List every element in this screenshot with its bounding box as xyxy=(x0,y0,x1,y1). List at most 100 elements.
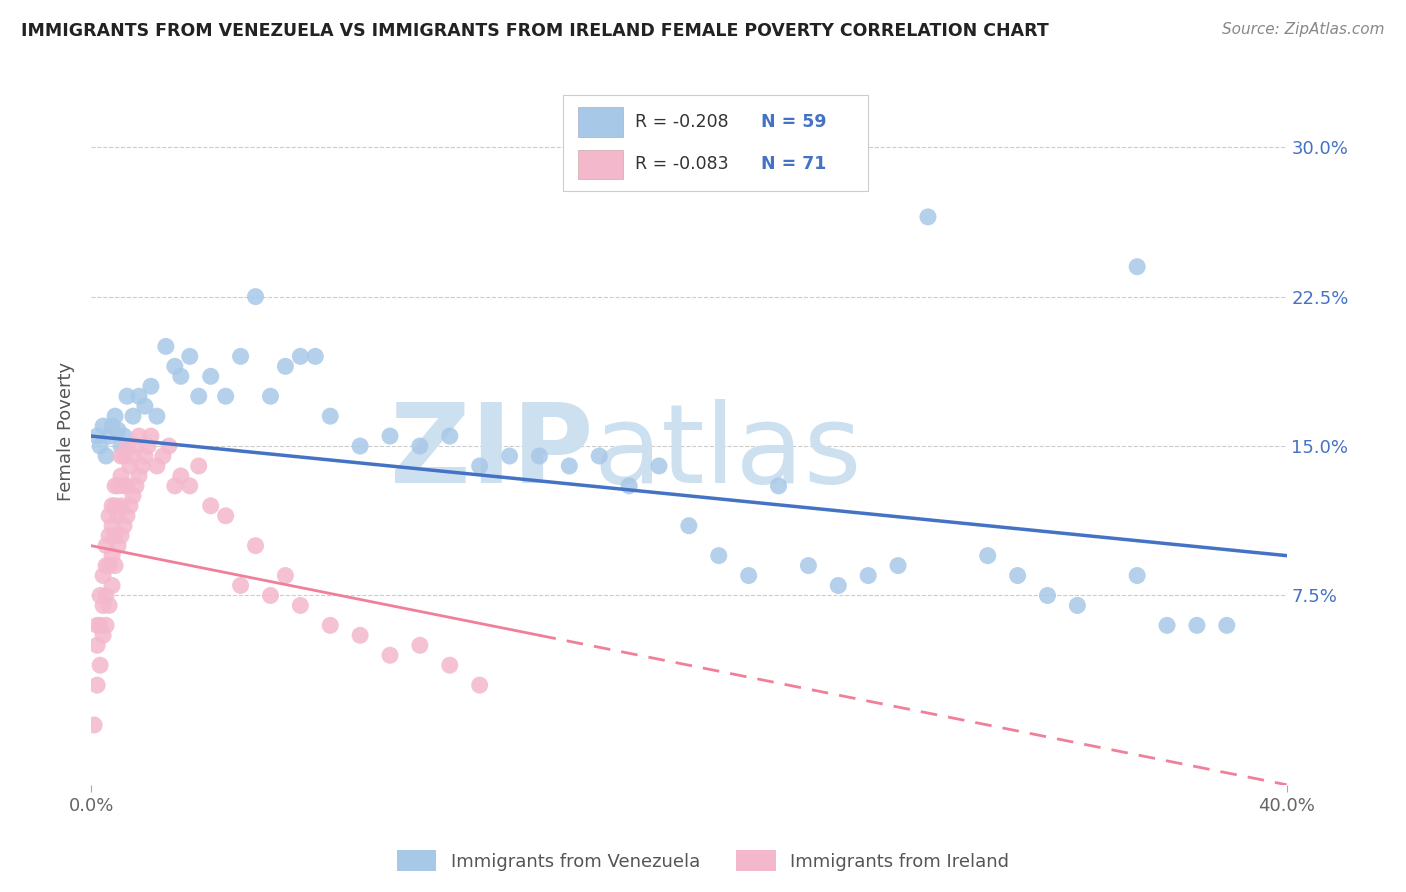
Point xyxy=(101,499,124,513)
Point xyxy=(163,479,186,493)
Point xyxy=(200,369,222,384)
Bar xyxy=(578,107,623,136)
Point xyxy=(122,409,145,424)
Point xyxy=(86,618,108,632)
Text: Source: ZipAtlas.com: Source: ZipAtlas.com xyxy=(1222,22,1385,37)
Point xyxy=(110,449,132,463)
Point xyxy=(319,618,342,632)
Point xyxy=(439,658,461,673)
Point xyxy=(1036,589,1059,603)
Point xyxy=(125,439,148,453)
Point xyxy=(229,350,252,364)
Bar xyxy=(578,150,623,179)
Point xyxy=(101,578,124,592)
Point xyxy=(104,529,127,543)
Point xyxy=(349,628,371,642)
Point xyxy=(91,628,114,642)
Point xyxy=(94,449,117,463)
Point xyxy=(98,429,121,443)
Point xyxy=(134,449,156,463)
Point xyxy=(274,568,297,582)
Point xyxy=(588,449,610,463)
Point xyxy=(274,359,297,374)
Point xyxy=(827,578,849,592)
Point xyxy=(139,379,162,393)
Point xyxy=(1126,568,1149,582)
Point xyxy=(122,489,145,503)
Point xyxy=(170,469,193,483)
Point xyxy=(163,359,186,374)
Point xyxy=(439,429,461,443)
Point xyxy=(89,439,111,453)
Point xyxy=(1216,618,1239,632)
Point xyxy=(94,618,117,632)
Point xyxy=(468,678,491,692)
Text: R = -0.208: R = -0.208 xyxy=(636,113,728,131)
Point xyxy=(110,439,132,453)
Point xyxy=(125,479,148,493)
FancyBboxPatch shape xyxy=(564,95,868,191)
Text: N = 59: N = 59 xyxy=(761,113,827,131)
Point xyxy=(94,558,117,573)
Point xyxy=(1126,260,1149,274)
Point xyxy=(115,508,138,523)
Point xyxy=(91,568,114,582)
Point xyxy=(917,210,939,224)
Point xyxy=(101,518,124,533)
Point xyxy=(179,350,201,364)
Point xyxy=(110,529,132,543)
Point xyxy=(83,718,105,732)
Point xyxy=(378,429,401,443)
Point xyxy=(89,618,111,632)
Point xyxy=(115,439,138,453)
Y-axis label: Female Poverty: Female Poverty xyxy=(58,361,75,500)
Point xyxy=(259,589,281,603)
Point xyxy=(187,389,209,403)
Point xyxy=(110,469,132,483)
Point xyxy=(155,339,177,353)
Point xyxy=(98,529,121,543)
Point xyxy=(290,599,312,613)
Point xyxy=(134,399,156,413)
Point xyxy=(118,458,141,473)
Point xyxy=(112,518,135,533)
Point xyxy=(86,678,108,692)
Point xyxy=(498,449,520,463)
Point xyxy=(245,539,267,553)
Point xyxy=(319,409,342,424)
Point xyxy=(98,558,121,573)
Point xyxy=(349,439,371,453)
Point xyxy=(86,429,108,443)
Point xyxy=(648,458,671,473)
Point xyxy=(104,558,127,573)
Point xyxy=(112,429,135,443)
Point xyxy=(104,479,127,493)
Point xyxy=(856,568,879,582)
Point xyxy=(157,439,180,453)
Point xyxy=(107,508,129,523)
Point xyxy=(468,458,491,473)
Point xyxy=(86,638,108,652)
Text: atlas: atlas xyxy=(593,399,862,506)
Text: R = -0.083: R = -0.083 xyxy=(636,155,728,173)
Point xyxy=(104,409,127,424)
Point xyxy=(128,469,150,483)
Point xyxy=(112,449,135,463)
Point xyxy=(152,449,174,463)
Point xyxy=(139,429,162,443)
Point xyxy=(768,479,790,493)
Point xyxy=(200,499,222,513)
Point xyxy=(101,549,124,563)
Text: N = 71: N = 71 xyxy=(761,155,825,173)
Point xyxy=(146,458,169,473)
Point xyxy=(245,290,267,304)
Point xyxy=(107,479,129,493)
Point xyxy=(98,599,121,613)
Point xyxy=(290,350,312,364)
Point xyxy=(128,389,150,403)
Point xyxy=(136,439,159,453)
Point xyxy=(1066,599,1088,613)
Text: IMMIGRANTS FROM VENEZUELA VS IMMIGRANTS FROM IRELAND FEMALE POVERTY CORRELATION : IMMIGRANTS FROM VENEZUELA VS IMMIGRANTS … xyxy=(21,22,1049,40)
Point xyxy=(107,423,129,437)
Point xyxy=(187,458,209,473)
